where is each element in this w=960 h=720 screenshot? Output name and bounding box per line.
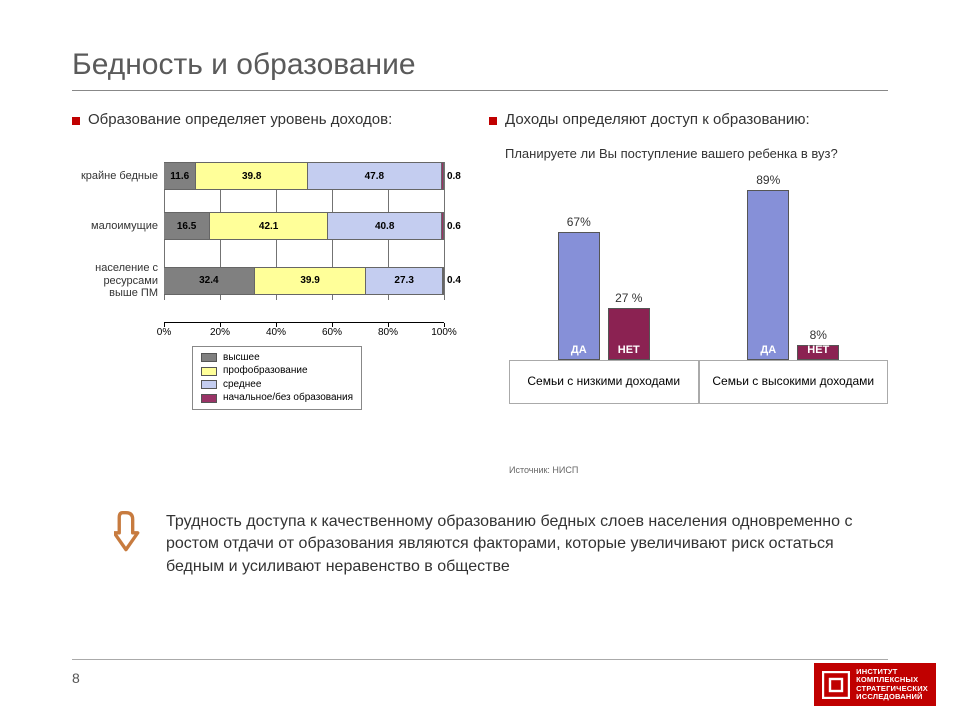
stacked-bar-row: население с ресурсами выше ПМ32.439.927.…: [72, 262, 471, 300]
x-tick-label: 40%: [266, 327, 286, 338]
bar-label: НЕТ: [609, 344, 649, 356]
legend-swatch: [201, 380, 217, 389]
bar-label: ДА: [748, 344, 788, 356]
stacked-segment: 16.5: [164, 212, 210, 240]
x-tick-label: 20%: [210, 327, 230, 338]
stacked-segment: 47.8: [308, 162, 442, 190]
stacked-bar-row: крайне бедные11.639.847.80.8: [72, 162, 471, 190]
bar-label: НЕТ: [798, 344, 838, 356]
segment-value: 0.6: [447, 221, 461, 232]
legend-label: профобразование: [223, 364, 308, 378]
right-column: Доходы определяют доступ к образованию: …: [489, 111, 888, 475]
category-label: малоимущие: [72, 220, 164, 233]
grouped-bar: НЕТ8%: [797, 345, 839, 360]
right-bullet: Доходы определяют доступ к образованию:: [505, 111, 810, 128]
bar-value: 89%: [748, 173, 788, 187]
footer-rule: [72, 659, 888, 660]
bar-value: 27 %: [609, 291, 649, 305]
legend-label: среднее: [223, 378, 261, 392]
bar-value: 8%: [798, 328, 838, 342]
legend-swatch: [201, 353, 217, 362]
stacked-segment: 39.8: [196, 162, 307, 190]
x-tick-label: 80%: [378, 327, 398, 338]
x-tick-label: 60%: [322, 327, 342, 338]
segment-value: 0.8: [447, 171, 461, 182]
stacked-segment: 40.8: [328, 212, 442, 240]
chart-source: Источник: НИСП: [509, 465, 888, 475]
stacked-segment: 0.4: [443, 267, 444, 295]
bullet-icon: [489, 117, 497, 125]
x-tick-label: 100%: [431, 327, 457, 338]
stacked-segment: 32.4: [164, 267, 255, 295]
grouped-bar: ДА89%: [747, 190, 789, 360]
arrow-down-icon: [114, 511, 148, 558]
chart-question: Планируете ли Вы поступление вашего ребе…: [505, 146, 888, 161]
left-column: Образование определяет уровень доходов: …: [72, 111, 471, 475]
group-label: Семьи с низкими доходами: [509, 360, 699, 404]
conclusion-text: Трудность доступа к качественному образо…: [166, 511, 878, 578]
legend-swatch: [201, 394, 217, 403]
page-number: 8: [72, 670, 80, 686]
category-label: крайне бедные: [72, 170, 164, 183]
legend-label: высшее: [223, 351, 260, 365]
logo-line: ИССЛЕДОВАНИЙ: [856, 693, 928, 701]
left-bullet: Образование определяет уровень доходов:: [88, 111, 392, 128]
grouped-bar: НЕТ27 %: [608, 308, 650, 360]
stacked-chart: крайне бедные11.639.847.80.8малоимущие16…: [72, 162, 471, 410]
stacked-segment: 27.3: [366, 267, 442, 295]
x-tick-label: 0%: [157, 327, 171, 338]
category-label: население с ресурсами выше ПМ: [72, 262, 164, 300]
title-rule: [72, 90, 888, 91]
stacked-segment: 39.9: [255, 267, 367, 295]
bullet-icon: [72, 117, 80, 125]
legend-label: начальное/без образования: [223, 391, 353, 405]
segment-value: 0.4: [447, 275, 461, 286]
logo-mark-icon: [822, 671, 850, 699]
grouped-bar: ДА67%: [558, 232, 600, 360]
legend: высшеепрофобразованиесреднееначальное/бе…: [192, 346, 362, 410]
page-title: Бедность и образование: [72, 48, 888, 82]
stacked-segment: 42.1: [210, 212, 328, 240]
bar-value: 67%: [559, 215, 599, 229]
grouped-chart: ДА67%НЕТ27 %Семьи с низкими доходамиДА89…: [509, 169, 888, 409]
stacked-segment: 0.8: [442, 162, 444, 190]
stacked-bar-row: малоимущие16.542.140.80.6: [72, 212, 471, 240]
legend-swatch: [201, 367, 217, 376]
brand-logo: ИНСТИТУТ КОМПЛЕКСНЫХ СТРАТЕГИЧЕСКИХ ИССЛ…: [814, 663, 936, 706]
conclusion-block: Трудность доступа к качественному образо…: [72, 511, 888, 578]
stacked-segment: 0.6: [442, 212, 444, 240]
group-label: Семьи с высокими доходами: [699, 360, 889, 404]
bar-label: ДА: [559, 344, 599, 356]
stacked-segment: 11.6: [164, 162, 196, 190]
